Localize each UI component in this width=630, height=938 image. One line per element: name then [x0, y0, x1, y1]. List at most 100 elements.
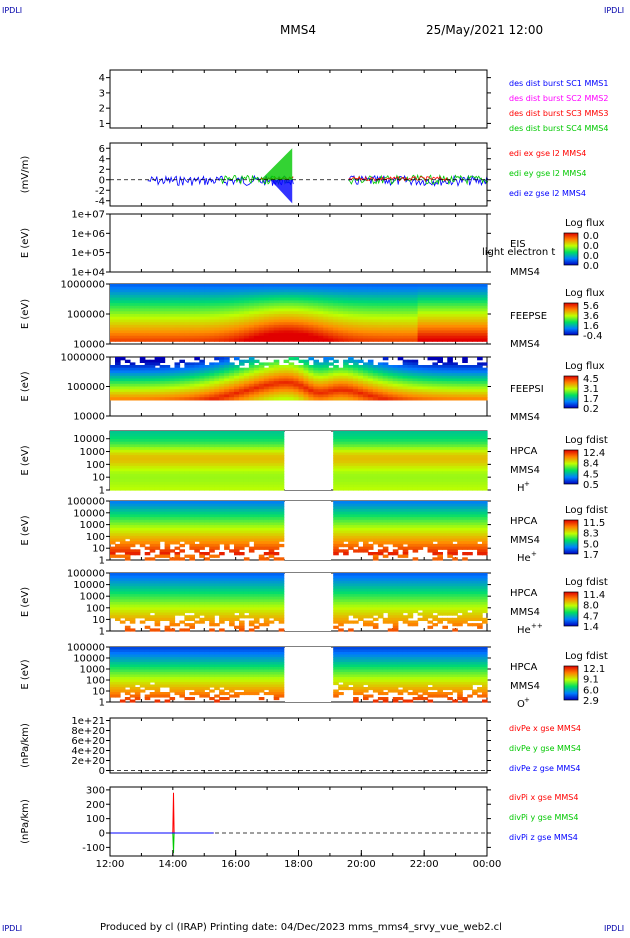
- spectrogram-cell: [323, 339, 329, 342]
- species-charge: +: [524, 480, 530, 488]
- spectrogram-cell: [145, 339, 151, 342]
- spectrogram-cell: [378, 487, 384, 490]
- spectrogram-cell: [299, 360, 305, 363]
- spectrogram-cell: [358, 360, 364, 363]
- instrument-label: FEEPSE: [510, 311, 547, 322]
- spectrogram-cell: [214, 339, 220, 342]
- spectrogram-cell: [408, 339, 414, 342]
- spectrogram-cell: [368, 487, 374, 490]
- spectrogram-cell: [219, 541, 225, 544]
- corner-label-top-left: IPDLI: [2, 6, 22, 15]
- spectrogram-cell: [135, 541, 141, 544]
- spectrogram-cell: [184, 397, 190, 400]
- spectrogram-cell: [348, 360, 354, 363]
- spectrogram-cell: [110, 487, 116, 490]
- legend-entry: des dist burst SC1 MMS1: [509, 79, 608, 88]
- spectrogram-cell: [135, 552, 141, 555]
- spectrogram-cell: [110, 339, 116, 342]
- spectrogram-cell: [462, 487, 468, 490]
- spectrogram-cell: [323, 397, 329, 400]
- spectrogram-cell: [160, 487, 166, 490]
- colorbar: [564, 233, 578, 265]
- spectrogram-cell: [333, 397, 339, 400]
- spectrogram-cell: [259, 487, 265, 490]
- y-tick-label: 1e+05: [71, 248, 105, 259]
- spectrogram-cell: [194, 487, 200, 490]
- edi-traces: [148, 148, 488, 203]
- spectrogram-cell: [234, 357, 240, 360]
- spectrogram-cell: [408, 487, 414, 490]
- spectrogram-cell: [150, 557, 156, 560]
- spectrogram-cell: [155, 397, 161, 400]
- spectrogram-cell: [338, 339, 344, 342]
- spectrogram-cell: [313, 339, 319, 342]
- spectrogram-cell: [353, 397, 359, 400]
- spectrogram-cell: [239, 339, 245, 342]
- spectrogram-cell: [140, 487, 146, 490]
- instrument-label: HPCA: [510, 446, 538, 457]
- spectrogram-cell: [189, 487, 195, 490]
- spectrogram-cell: [368, 397, 374, 400]
- spectrogram-cell: [373, 397, 379, 400]
- spectrogram-hpca_he1: [110, 501, 488, 561]
- spectrogram-cell: [398, 487, 404, 490]
- spectrogram-cell: [403, 339, 409, 342]
- legend-entry: edi ey gse l2 MMS4: [509, 169, 587, 178]
- colorbar-value: 0.5: [583, 480, 599, 491]
- spectrogram-cell: [179, 397, 185, 400]
- spectrogram-cell: [194, 549, 200, 552]
- spectrogram-cell: [284, 339, 290, 342]
- y-tick-label: 1e+06: [71, 229, 105, 240]
- spectrogram-hpca_h: [110, 431, 488, 491]
- spectrogram-cell: [254, 487, 260, 490]
- spectrogram-cell: [209, 339, 215, 342]
- spectrogram-cell: [165, 487, 171, 490]
- corner-label-bottom-left: IPDLI: [2, 924, 22, 933]
- spectrogram-cell: [457, 339, 463, 342]
- spectrogram-cell: [432, 339, 438, 342]
- spectrogram-cell: [184, 541, 190, 544]
- spectrogram-cell: [214, 487, 220, 490]
- spectrogram-cell: [244, 397, 250, 400]
- spectrogram-cell: [383, 487, 389, 490]
- panel-frame: [110, 70, 487, 128]
- spectrogram-cell: [254, 360, 260, 363]
- spectrogram-cell: [110, 541, 116, 544]
- spectrogram-cell: [135, 487, 141, 490]
- spectrogram-cell: [224, 547, 230, 550]
- spectrogram-cell: [204, 397, 210, 400]
- colorbar-value: 11.5: [583, 518, 605, 529]
- spectrogram-cell: [130, 397, 136, 400]
- legend-entry: edi ex gse l2 MMS4: [509, 149, 586, 158]
- spectrogram-cell: [393, 397, 399, 400]
- spectrogram-cell: [165, 397, 171, 400]
- spectrogram-cell: [442, 339, 448, 342]
- spectrogram-cell: [234, 397, 240, 400]
- spectrogram-cell: [165, 339, 171, 342]
- spectrogram-cell: [418, 397, 424, 400]
- spectrogram-cell: [189, 339, 195, 342]
- spectrogram-cell: [209, 555, 215, 558]
- spectrogram-cell: [175, 487, 181, 490]
- spectrogram-cell: [284, 360, 290, 363]
- spectrogram-cell: [204, 339, 210, 342]
- spectrogram-cell: [333, 339, 339, 342]
- spectrogram-cell: [145, 552, 151, 555]
- spectrogram-cell: [244, 360, 250, 363]
- spectrogram-cell: [477, 339, 483, 342]
- spectrogram-cell: [179, 360, 185, 363]
- spectrogram-cell: [442, 487, 448, 490]
- data-gap: [285, 431, 331, 490]
- spectrogram-cell: [413, 397, 419, 400]
- spectrogram-cell: [308, 357, 314, 360]
- spectrogram-cell: [155, 487, 161, 490]
- spectrogram-cell: [333, 487, 339, 490]
- spectrogram-cell: [388, 487, 394, 490]
- spectrogram-cell: [155, 547, 161, 550]
- spectrogram-cell: [383, 397, 389, 400]
- spectrogram-cell: [145, 557, 151, 560]
- spectrogram-cell: [428, 357, 434, 360]
